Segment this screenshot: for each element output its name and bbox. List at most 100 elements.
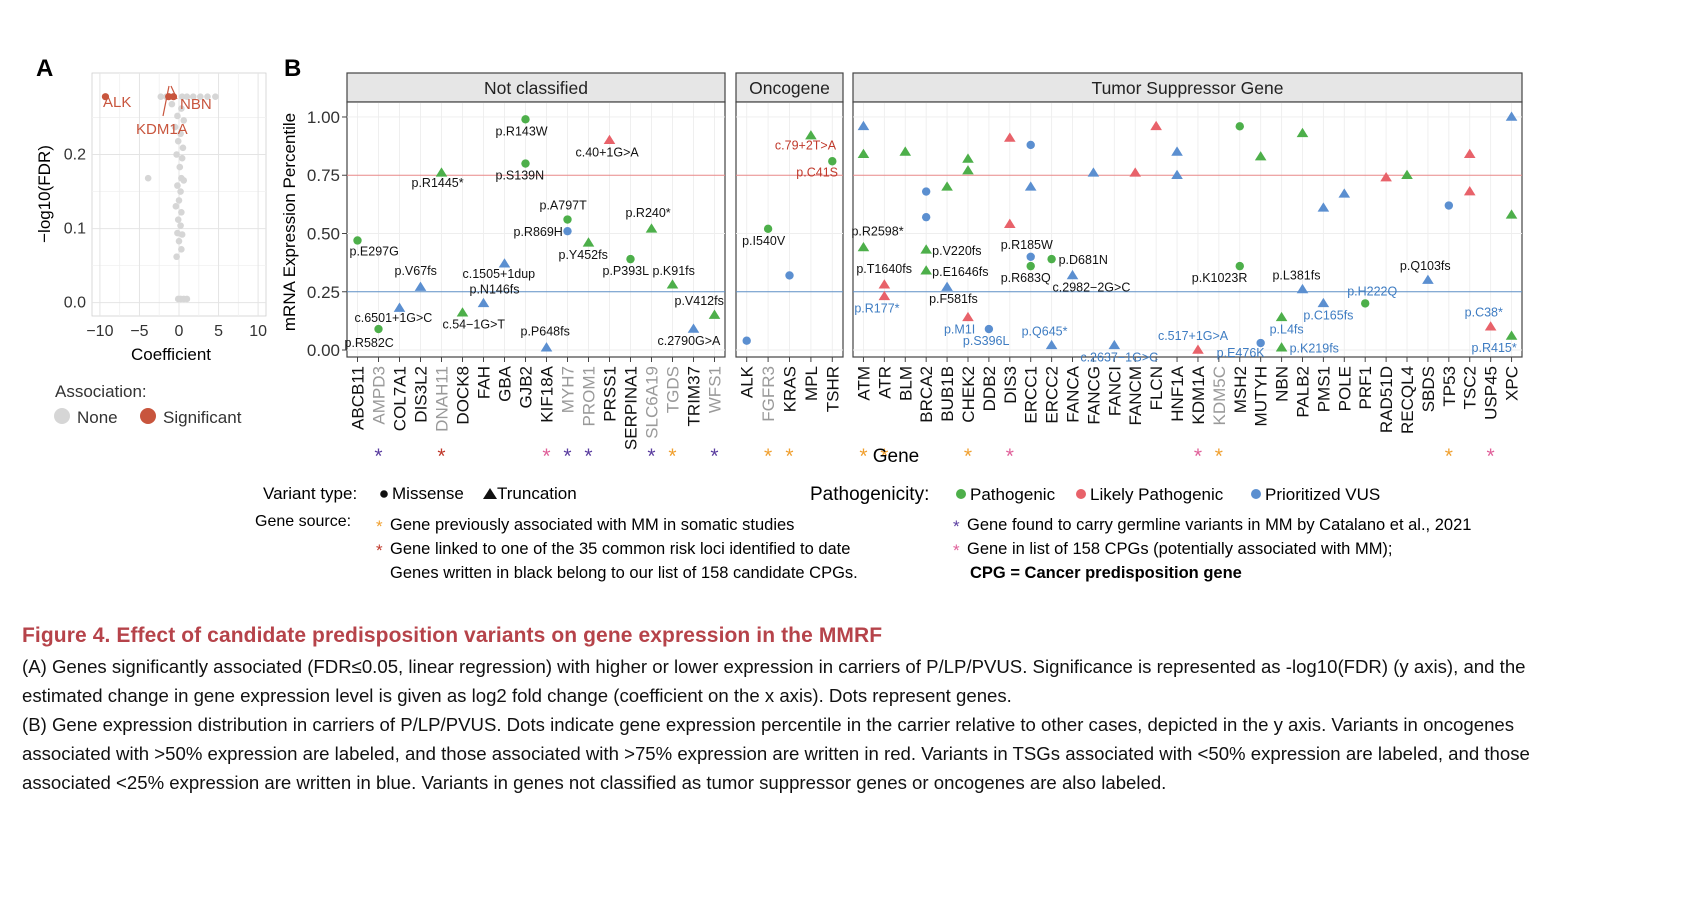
point-trim37-truncation	[687, 323, 700, 333]
variant-label-chek2: p.M1I	[944, 322, 975, 336]
panel-a: A −10 −5 0 5 10 0.0 0.1 0.2 ALK NBN KDM1A −log1…	[35, 55, 267, 427]
gene-label-kif18a: KIF18A	[538, 365, 557, 422]
nbn-leader-line	[170, 85, 178, 100]
variant-label-nbn: p.K219fs	[1290, 342, 1339, 356]
variant-label-fanci: c.2637−1G>C	[1080, 350, 1158, 364]
a-ytick-label: 0.0	[64, 295, 86, 312]
source-black-text: Genes written in black belong to our lis…	[390, 564, 858, 582]
point-alk-missense	[742, 336, 751, 345]
variant-label-prss1: c.40+1G>A	[576, 145, 640, 159]
variant-label-gjb2: p.R143W	[496, 124, 548, 138]
panel-b-xlabel: Gene	[873, 446, 919, 467]
gene-star-kdm1a: *	[1194, 445, 1202, 468]
gene-label-nbn: NBN	[1273, 366, 1292, 402]
gene-label-msh2: MSH2	[1231, 366, 1250, 413]
point-chek2-truncation	[962, 311, 974, 322]
gene-star-myh7: *	[563, 445, 571, 468]
gene-label-serpina1: SERPINA1	[622, 366, 641, 450]
point-rad51d-truncation	[1380, 172, 1392, 182]
star-pink: *	[953, 541, 960, 560]
variant-label-ercc2: p.D681N	[1059, 253, 1108, 267]
a-point-none	[157, 93, 165, 101]
a-point-none	[174, 112, 181, 120]
point-serpina1-missense	[626, 254, 635, 264]
point-mutyh-missense	[1256, 338, 1265, 348]
panel-b-y-axis: 0.00 0.25 0.50 0.75 1.00	[307, 108, 347, 360]
a-point-none	[175, 237, 183, 245]
variant-label-ddb2: p.S396L	[963, 334, 1010, 348]
variant-label-mutyh: p.E476K	[1217, 346, 1266, 360]
variant-label-prf1: p.H222Q	[1347, 284, 1397, 298]
prioritized-vus-swatch	[1251, 489, 1261, 499]
gene-source-title: Gene source:	[255, 513, 351, 530]
a-xtick-label: 0	[175, 323, 184, 340]
point-atr-truncation	[878, 290, 891, 301]
pathogenic-swatch	[956, 489, 966, 499]
panel-a-points	[101, 93, 219, 303]
point-msh2-missense	[1235, 261, 1244, 271]
point-chek2-truncation	[962, 165, 974, 175]
gene-label-bub1b: BUB1B	[938, 366, 957, 422]
point-dock8-truncation	[456, 307, 469, 317]
gene-label-tsc2: TSC2	[1461, 366, 1480, 409]
point-fanci-truncation	[1108, 339, 1121, 350]
point-mpl-truncation	[805, 130, 817, 140]
point-ercc1-missense	[1026, 261, 1035, 271]
point-gjb2-missense	[521, 159, 530, 168]
legend-none-label: None	[77, 408, 118, 427]
a-point-none	[178, 93, 186, 101]
a-point-none	[173, 253, 180, 261]
caption-para-b: (B) Gene expression distribution in carr…	[22, 714, 1530, 793]
gene-label-palb2: PALB2	[1293, 366, 1312, 418]
facet-title: Not classified	[484, 78, 588, 98]
a-point-none	[144, 174, 152, 182]
gene-label-chek2: CHEK2	[959, 366, 978, 423]
pathogenic-label: Pathogenic	[970, 485, 1056, 504]
point-ercc1-truncation	[1024, 181, 1037, 191]
point-pms1-truncation	[1317, 297, 1330, 308]
variant-label-kif18a: p.P648fs	[521, 325, 570, 339]
point-fancg-truncation	[1087, 167, 1100, 177]
gene-label-dis3l2: DIS3L2	[412, 366, 431, 423]
point-atr-truncation	[878, 279, 891, 289]
a-xtick-label: 5	[214, 323, 223, 340]
panel-b-letter: B	[284, 55, 301, 82]
gene-star-atm: *	[859, 445, 867, 468]
point-brca2-missense	[921, 212, 931, 222]
a-ytick-label: 0.1	[64, 221, 86, 238]
panel-a-ylabel: −log10(FDR)	[35, 145, 54, 243]
a-point-none	[171, 123, 179, 131]
panel-a-letter: A	[36, 55, 53, 82]
facet-title: Oncogene	[749, 78, 830, 98]
b-ytick-label: 0.25	[307, 283, 340, 302]
point-pole-truncation	[1338, 188, 1351, 198]
gene-label-wfs1: WFS1	[706, 366, 725, 413]
a-point-none	[183, 93, 191, 101]
gene-label-ercc2: ERCC2	[1043, 366, 1062, 424]
star-red: *	[376, 541, 383, 560]
gene-label-prf1: PRF1	[1356, 366, 1375, 409]
panel-b: B mRNA Expression Percentile 0.00 0.25 0.5…	[280, 55, 1523, 468]
a-point-none	[175, 197, 183, 204]
gene-star-tgds: *	[668, 445, 676, 468]
variant-label-ercc2: p.Q645*	[1022, 324, 1068, 338]
point-prf1-missense	[1361, 299, 1370, 308]
facet-not-classified: Not classified ABCB11 AMPD3 * COL7A1 DIS3L2 DN…	[345, 72, 726, 468]
likely-pathogenic-swatch	[1076, 489, 1086, 499]
gene-label-fancg: FANCG	[1084, 366, 1103, 425]
point-dis3-truncation	[1003, 218, 1016, 228]
a-point-none	[212, 93, 219, 101]
point-prss1-truncation	[603, 134, 616, 145]
variant-label-ercc1: p.R683Q	[1001, 271, 1051, 285]
a-point-none	[189, 93, 197, 101]
point-atm-truncation	[857, 241, 870, 252]
facet-title: Tumor Suppressor Gene	[1092, 78, 1284, 98]
gene-star-tp53: *	[1445, 445, 1453, 468]
gene-star-dis3: *	[1006, 445, 1014, 468]
gene-label-recql4: RECQL4	[1398, 366, 1417, 434]
point-abcb11-missense	[353, 236, 362, 245]
variant-label-myh7: p.A797T	[540, 199, 588, 213]
a-point-none	[177, 222, 184, 229]
gene-label-fgfr3: FGFR3	[759, 366, 778, 422]
label-alk: ALK	[103, 94, 131, 111]
